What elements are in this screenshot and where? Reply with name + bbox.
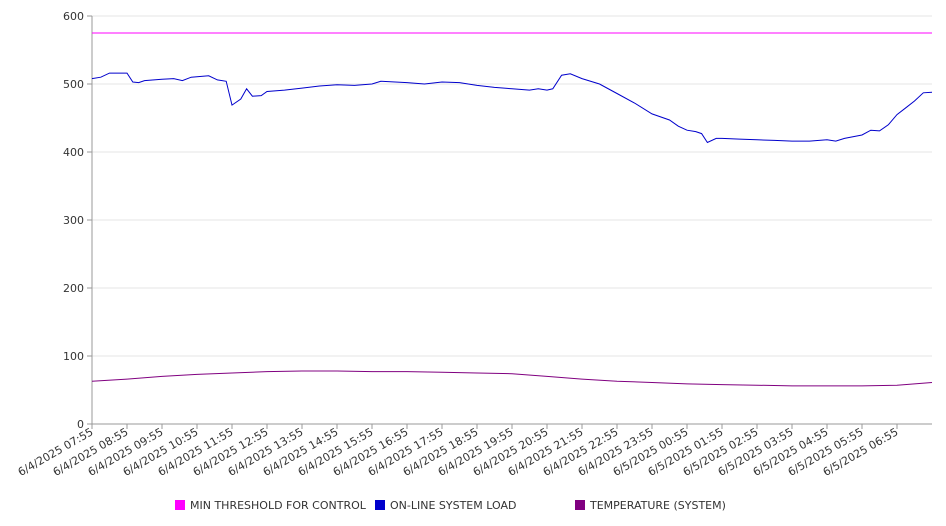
y-tick-label: 100 bbox=[63, 350, 84, 363]
y-tick-label: 500 bbox=[63, 78, 84, 91]
legend-swatch bbox=[575, 500, 585, 510]
series-lines bbox=[91, 32, 933, 387]
series-line-2 bbox=[91, 72, 933, 144]
series-line-3 bbox=[91, 370, 933, 387]
legend-label: TEMPERATURE (SYSTEM) bbox=[589, 499, 726, 512]
legend-swatch bbox=[175, 500, 185, 510]
legend-swatch bbox=[375, 500, 385, 510]
y-tick-label: 600 bbox=[63, 10, 84, 23]
legend-label: ON-LINE SYSTEM LOAD bbox=[390, 499, 516, 512]
x-axis-ticks: 6/4/2025 07:556/4/2025 08:556/4/2025 09:… bbox=[16, 424, 901, 479]
y-tick-label: 200 bbox=[63, 282, 84, 295]
y-tick-label: 400 bbox=[63, 146, 84, 159]
y-axis-ticks: 0 100 200 300 400 500 600 bbox=[63, 10, 92, 431]
grid-lines bbox=[92, 15, 932, 357]
y-tick-label: 0 bbox=[77, 418, 84, 431]
legend-label: MIN THRESHOLD FOR CONTROL bbox=[190, 499, 367, 512]
legend: MIN THRESHOLD FOR CONTROL ON-LINE SYSTEM … bbox=[175, 499, 726, 512]
y-tick-label: 300 bbox=[63, 214, 84, 227]
